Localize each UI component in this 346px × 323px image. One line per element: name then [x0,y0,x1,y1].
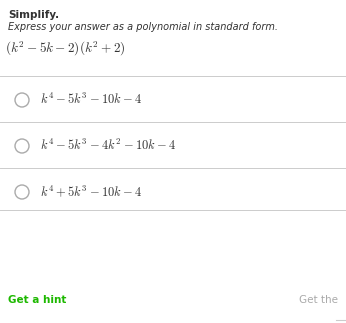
Text: Get the: Get the [299,295,338,305]
Text: $(k^2 - 5k - 2)(k^2 + 2)$: $(k^2 - 5k - 2)(k^2 + 2)$ [5,40,126,58]
Text: Simplify.: Simplify. [8,10,59,20]
Text: $k^4 - 5k^3 - 10k - 4$: $k^4 - 5k^3 - 10k - 4$ [40,92,142,107]
Text: Get a hint: Get a hint [8,295,66,305]
Text: Express your answer as a polynomial in standard form.: Express your answer as a polynomial in s… [8,22,278,32]
Text: $k^4 - 5k^3 - 4k^2 - 10k - 4$: $k^4 - 5k^3 - 4k^2 - 10k - 4$ [40,138,176,153]
Text: $k^4 + 5k^3 - 10k - 4$: $k^4 + 5k^3 - 10k - 4$ [40,184,142,200]
